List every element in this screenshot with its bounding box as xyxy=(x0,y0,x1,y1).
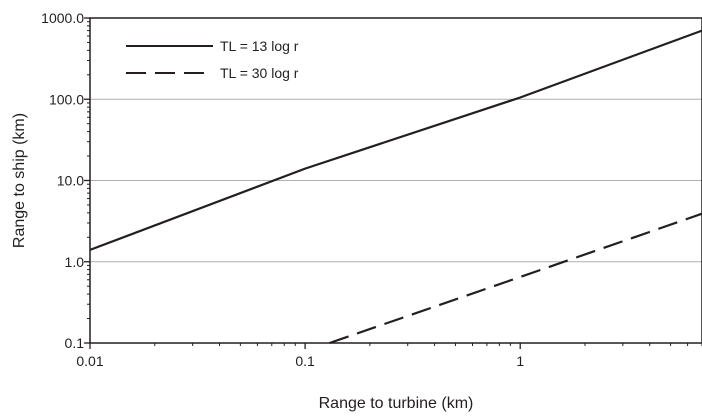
gridlines xyxy=(90,98,702,263)
plot-area-frame xyxy=(89,17,702,344)
x-tick-label: 1 xyxy=(516,353,524,369)
y-tick-label: 1000.0 xyxy=(41,10,84,26)
y-tick-label: 100.0 xyxy=(49,91,84,107)
legend-label-tl-13-log-r: TL = 13 log r xyxy=(220,38,299,54)
x-tick-label: 0.1 xyxy=(295,353,315,369)
axis-ticks: 0.1 1.0 10.0 100.0 1000.0 0.01 0.1 1 xyxy=(41,10,702,369)
legend-label-tl-30-log-r: TL = 30 log r xyxy=(220,65,299,81)
x-axis-label: Range to turbine (km) xyxy=(319,395,474,412)
series-layer xyxy=(89,29,702,345)
series-line-0 xyxy=(89,29,702,251)
y-axis-label: Range to ship (km) xyxy=(11,113,28,248)
y-tick-label: 0.1 xyxy=(65,335,85,351)
y-tick-label: 1.0 xyxy=(65,254,85,270)
series-line-1 xyxy=(329,212,702,345)
x-tick-label: 0.01 xyxy=(76,353,103,369)
y-tick-label: 10.0 xyxy=(57,173,84,189)
legend: TL = 13 log r TL = 30 log r xyxy=(126,38,299,81)
